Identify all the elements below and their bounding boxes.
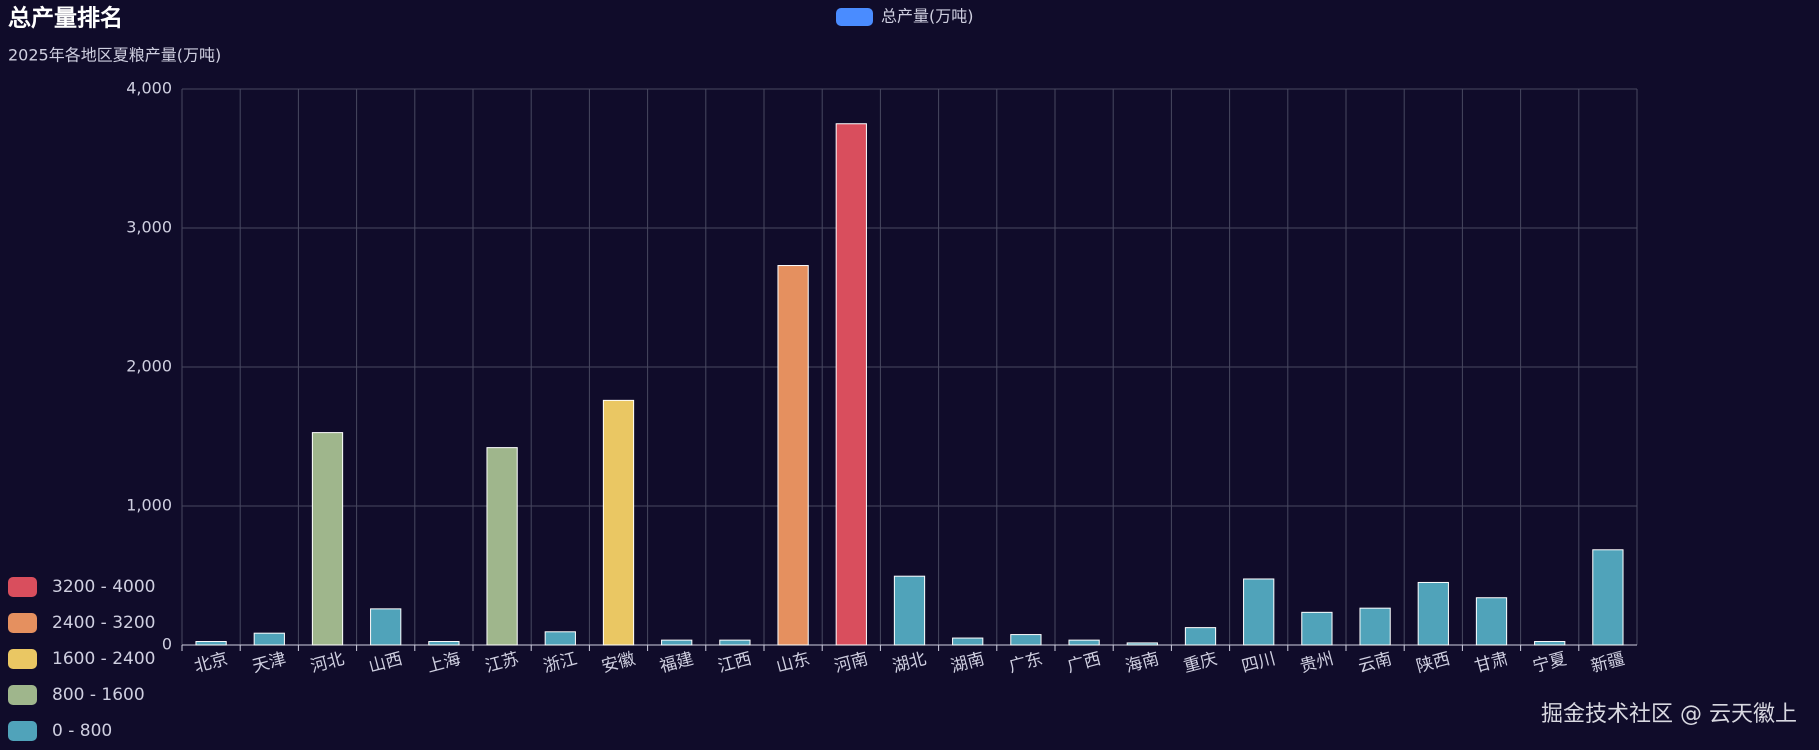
- bar: [952, 637, 984, 646]
- bar: [1184, 627, 1217, 646]
- x-tick-label: 安徽: [599, 649, 637, 677]
- x-tick-label: 陕西: [1414, 649, 1452, 677]
- visual-map-swatch[interactable]: [8, 721, 37, 741]
- visual-map-swatch[interactable]: [8, 613, 37, 633]
- x-tick-label: 上海: [425, 649, 463, 677]
- x-tick-label: 福建: [658, 649, 696, 677]
- visual-map-label[interactable]: 1600 - 2400: [52, 649, 155, 669]
- chart-title: 总产量排名: [8, 5, 123, 32]
- x-tick-label: 湖南: [949, 649, 987, 677]
- x-tick-label: 四川: [1240, 649, 1278, 677]
- x-tick-label: 山西: [367, 649, 405, 677]
- legend-swatch[interactable]: [836, 8, 873, 26]
- bar: [893, 575, 926, 646]
- x-tick-label: 北京: [192, 649, 230, 677]
- x-tick-label: 海南: [1123, 649, 1161, 677]
- x-tick-label: 重庆: [1181, 649, 1219, 677]
- bar: [486, 447, 518, 646]
- x-tick-label: 宁夏: [1531, 649, 1569, 677]
- bar: [1475, 597, 1508, 646]
- y-tick-label: 3,000: [126, 218, 172, 237]
- bar: [1417, 581, 1449, 646]
- watermark: 掘金技术社区 @ 云天徽上: [1541, 702, 1797, 727]
- bar: [253, 632, 285, 646]
- bar: [1301, 611, 1333, 646]
- x-tick-label: 河南: [832, 649, 870, 677]
- x-tick-label: 江西: [716, 649, 754, 677]
- visual-map-label[interactable]: 2400 - 3200: [52, 613, 155, 633]
- bar: [835, 123, 867, 646]
- y-tick-label: 4,000: [126, 79, 172, 98]
- bar: [1534, 641, 1566, 646]
- bar: [1126, 642, 1158, 646]
- x-tick-label: 江苏: [483, 649, 521, 677]
- x-tick-label: 天津: [250, 649, 288, 677]
- legend-label[interactable]: 总产量(万吨): [881, 7, 974, 26]
- x-tick-label: 湖北: [890, 649, 928, 677]
- bar: [1243, 578, 1275, 646]
- bar: [195, 641, 227, 646]
- x-tick-label: 贵州: [1298, 649, 1336, 677]
- bar: [311, 432, 344, 646]
- bar: [370, 608, 402, 646]
- bar: [1068, 639, 1100, 646]
- x-tick-label: 云南: [1356, 649, 1394, 677]
- visual-map-swatch[interactable]: [8, 685, 37, 705]
- x-tick-label: 甘肃: [1472, 649, 1510, 677]
- x-tick-label: 山东: [774, 649, 812, 677]
- x-tick-label: 新疆: [1589, 649, 1627, 677]
- chart-subtitle: 2025年各地区夏粮产量(万吨): [8, 46, 221, 65]
- bar: [602, 399, 635, 646]
- x-tick-label: 浙江: [541, 649, 579, 677]
- y-tick-label: 0: [162, 635, 172, 654]
- bar: [1592, 549, 1624, 646]
- y-tick-label: 1,000: [126, 496, 172, 515]
- visual-map-label[interactable]: 3200 - 4000: [52, 577, 155, 597]
- bar: [428, 641, 460, 646]
- y-tick-label: 2,000: [126, 357, 172, 376]
- visual-map-label[interactable]: 800 - 1600: [52, 685, 145, 705]
- bar: [777, 265, 809, 646]
- visual-map-label[interactable]: 0 - 800: [52, 721, 112, 741]
- x-tick-label: 广西: [1065, 649, 1103, 677]
- bar: [1359, 607, 1391, 646]
- bar: [1010, 634, 1042, 646]
- bar: [719, 639, 751, 646]
- visual-map-swatch[interactable]: [8, 577, 37, 597]
- visual-map-swatch[interactable]: [8, 649, 37, 669]
- x-tick-label: 广东: [1007, 649, 1045, 677]
- bar: [661, 639, 693, 646]
- x-tick-label: 河北: [308, 649, 346, 677]
- bar: [544, 631, 576, 646]
